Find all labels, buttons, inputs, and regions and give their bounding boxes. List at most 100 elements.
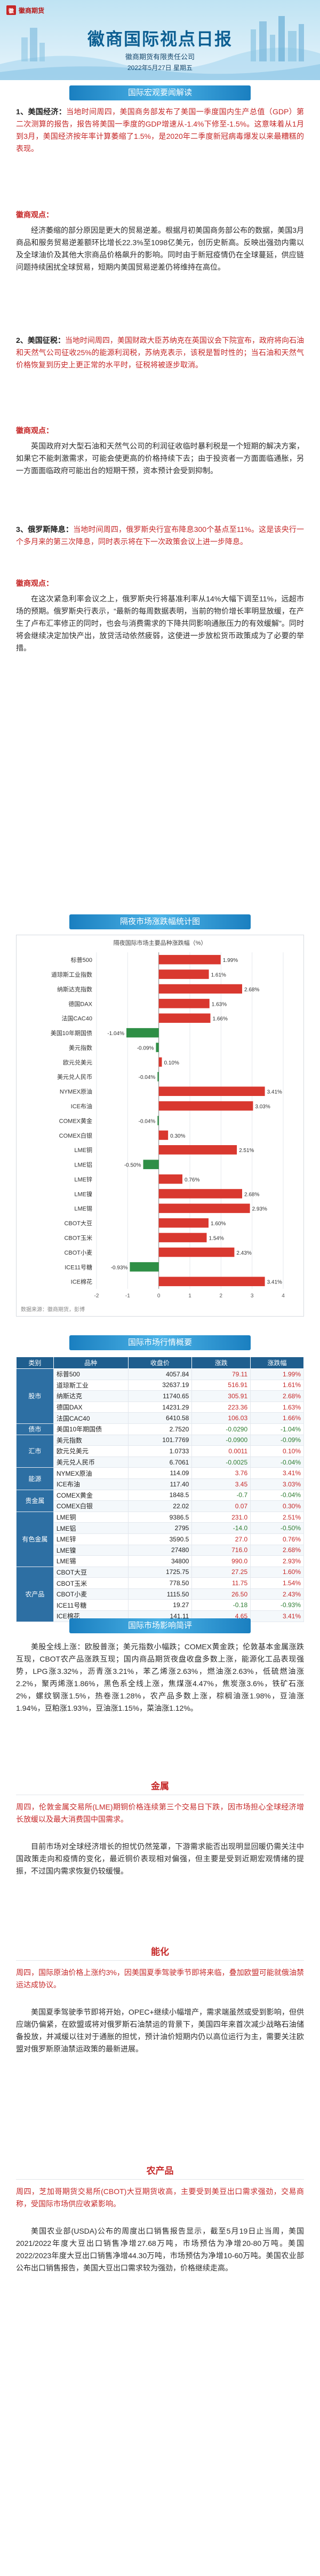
category-cell: 能源: [16, 1467, 54, 1490]
change-pct-cell: 1.60%: [250, 1566, 304, 1578]
value-label: 3.41%: [267, 1280, 282, 1286]
news-2-comment-tag: 徽商观点：: [16, 426, 53, 435]
table-row: LME锡 34800 990.0 2.93%: [17, 1555, 304, 1567]
change-cell: 516.91: [191, 1379, 251, 1391]
close-cell: 9386.5: [127, 1511, 193, 1523]
bar-16: [158, 1189, 242, 1199]
bar-5: [126, 1028, 159, 1038]
news-1-comment: 经济萎缩的部分原因是更大的贸易逆差。根据月初美国商务部公布的数据，美国3月商品和…: [16, 226, 304, 271]
change-cell: 3.76: [191, 1467, 251, 1479]
category-label: 德国DAX: [68, 1000, 92, 1007]
chart-section-banner: 隔夜市场涨跌幅统计图: [69, 914, 251, 929]
value-label: 2.68%: [244, 987, 259, 993]
table-row: 法国CAC40 6410.58 106.03 1.66%: [17, 1412, 304, 1424]
impact-section-banner: 国际市场影响简评: [69, 1618, 251, 1633]
change-cell: 3.45: [191, 1478, 251, 1490]
news-2-body: 当地时间周四，美国财政大臣苏纳克在英国议会下院宣布，政府将向石油和天然气公司征收…: [16, 336, 304, 369]
table-row: 德国DAX 14231.29 223.36 1.63%: [17, 1401, 304, 1413]
change-pct-cell: -0.04%: [250, 1456, 304, 1468]
category-label: LME铝: [74, 1161, 92, 1169]
change-pct-cell: 2.51%: [250, 1511, 304, 1523]
table-section-banner: 国际市场行情概要: [69, 1335, 251, 1350]
agri-lead-text: 周四，芝加哥期货交易所(CBOT)大豆期货收高，主要受到美豆出口需求强劲，交易商…: [16, 2187, 304, 2208]
value-label: -0.93%: [111, 1265, 128, 1271]
bar-19: [158, 1233, 207, 1242]
metal-lead-text: 周四，伦敦金属交易所(LME)期铜价格连续第三个交易日下跌，因市场担心全球经济增…: [16, 1803, 304, 1823]
x-tick-label: 0: [157, 1293, 161, 1299]
metal-body: 目前市场对全球经济增长的担忧仍然笼罩，下游需求能否出现明显回暖仍需关注中国政策走…: [16, 1842, 304, 1875]
news-2-lead: 2、美国征税：当地时间周四，美国财政大臣苏纳克在英国议会下院宣布，政府将向石油和…: [16, 334, 304, 422]
change-bar-chart: -2 -1 0 1 2 3 4 标普500 1.99% 道琼斯工业指数 1.61% 纳斯达克指数 2.6…: [51, 952, 285, 1299]
market-table-body: 股市 标普500 4057.84 79.11 1.99% 道琼斯工业 32637.19 516…: [16, 1368, 304, 1622]
change-cell: -0.0290: [191, 1423, 251, 1435]
value-label: 0.30%: [170, 1133, 185, 1139]
change-cell: -0.7: [191, 1489, 251, 1501]
close-cell: 32637.19: [127, 1379, 193, 1391]
instrument-cell: 欧元兑美元: [53, 1445, 129, 1457]
close-cell: 2.7520: [127, 1423, 193, 1435]
bar-13: [158, 1145, 237, 1155]
report-date: 2022年5月27日 星期五: [127, 64, 193, 72]
news-3-comment: 在这次紧急利率会议之上，俄罗斯央行将基准利率从14%大幅下调至11%，远超市场的…: [16, 594, 304, 652]
instrument-cell: 纳斯达克: [53, 1390, 129, 1402]
col-instrument: 品种: [53, 1357, 129, 1369]
bar-1: [158, 969, 209, 979]
close-cell: 117.40: [127, 1478, 193, 1490]
instrument-cell: 法国CAC40: [53, 1412, 129, 1424]
close-cell: 6.7061: [127, 1456, 193, 1468]
header-decoration: [0, 16, 320, 80]
category-label: 道琼斯工业指数: [51, 970, 92, 978]
close-cell: 778.50: [127, 1577, 193, 1589]
energy-divider: [16, 1960, 304, 1961]
change-cell: 27.0: [191, 1533, 251, 1545]
category-label: 欧元兑美元: [63, 1059, 92, 1066]
close-cell: 19.27: [127, 1599, 193, 1611]
table-row: 能源 NYMEX原油 114.09 3.76 3.41%: [16, 1467, 304, 1490]
value-label: 2.51%: [239, 1148, 254, 1154]
category-label: LME镍: [74, 1190, 92, 1197]
change-cell: 0.07: [191, 1500, 251, 1512]
news-3-lead: 3、俄罗斯降息：当地时间周四，俄罗斯央行宣布降息300个基点至11%。这是该央行…: [16, 523, 304, 574]
change-cell: 106.03: [191, 1412, 251, 1424]
category-cell: 有色金属: [16, 1511, 54, 1567]
bar-11: [157, 1116, 159, 1125]
report-header: 徽 徽商期货 徽商国际视点日报 徽商期货有限责任公司 2022年5月27日 星期…: [0, 0, 320, 80]
instrument-cell: 德国DAX: [53, 1401, 129, 1413]
change-cell: 223.36: [191, 1401, 251, 1413]
category-label: 法国CAC40: [62, 1015, 92, 1022]
table-row: 纳斯达克 11740.65 305.91 2.68%: [17, 1390, 304, 1402]
category-label: 标普500: [71, 956, 92, 964]
value-label: 2.93%: [252, 1207, 267, 1212]
value-label: -0.50%: [124, 1163, 141, 1169]
bar-18: [158, 1218, 209, 1228]
change-cell: 990.0: [191, 1555, 251, 1567]
instrument-cell: 美元指数: [53, 1434, 129, 1446]
change-pct-cell: 0.76%: [250, 1533, 304, 1545]
instrument-cell: 道琼斯工业: [53, 1379, 129, 1391]
instrument-cell: 标普500: [53, 1368, 129, 1380]
change-pct-cell: 1.54%: [250, 1577, 304, 1589]
news-1-comment-tag: 徽商观点：: [16, 210, 53, 219]
value-label: 2.68%: [244, 1192, 259, 1197]
energy-lead: 周四，国际原油价格上涨约3%，因美国夏季驾驶季节即将来临，叠加欧盟可能就俄油禁运…: [16, 1967, 304, 2004]
bar-7: [158, 1057, 162, 1067]
change-cell: 231.0: [191, 1511, 251, 1523]
table-row: CBOT小麦 1115.50 26.50 2.43%: [17, 1588, 304, 1600]
table-row: 有色金属 LME铜 9386.5 231.0 2.51%: [16, 1511, 304, 1567]
close-cell: 1848.5: [127, 1489, 193, 1501]
value-label: -1.04%: [107, 1031, 124, 1037]
metal-lead: 周四，伦敦金属交易所(LME)期铜价格连续第三个交易日下跌，因市场担心全球经济增…: [16, 1801, 304, 1838]
bar-21: [130, 1262, 159, 1272]
instrument-cell: CBOT玉米: [53, 1577, 129, 1589]
change-pct-cell: 2.68%: [250, 1544, 304, 1556]
table-row: CBOT玉米 778.50 11.75 1.54%: [17, 1577, 304, 1589]
x-tick-label: -1: [125, 1293, 130, 1299]
change-chart-panel: 隔夜国际市场主要品种涨跌幅（%） -2 -1 0 1 2 3 4 标普500 1.99% 道琼斯工…: [16, 935, 304, 1317]
bar-2: [158, 984, 242, 994]
bar-22: [158, 1277, 265, 1287]
energy-lead-text: 周四，国际原油价格上涨约3%，因美国夏季驾驶季节即将来临，叠加欧盟可能就俄油禁运…: [16, 1968, 304, 1989]
report-title: 徽商国际视点日报: [87, 29, 233, 49]
change-pct-cell: -0.93%: [250, 1599, 304, 1611]
change-pct-cell: -0.04%: [250, 1489, 304, 1501]
category-label: 美元兑人民币: [57, 1073, 92, 1080]
